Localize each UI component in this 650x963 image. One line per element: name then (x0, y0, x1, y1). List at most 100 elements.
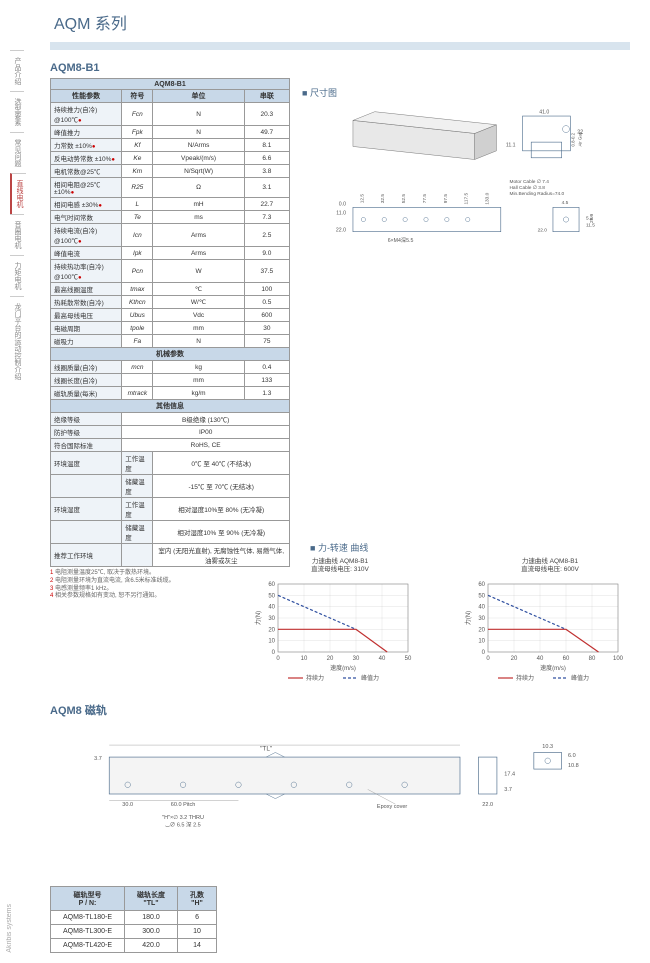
chart-2: 力速曲线 AQM8-B1直流母线电压: 600V 010203040506002… (460, 558, 640, 686)
svg-text:60: 60 (563, 656, 570, 662)
svg-text:峰值力: 峰值力 (571, 674, 589, 682)
svg-text:40: 40 (268, 604, 275, 610)
svg-text:0.0: 0.0 (339, 202, 346, 208)
dim-label: 尺寸图 (302, 86, 630, 99)
svg-text:6.0: 6.0 (568, 753, 576, 759)
track-td: AQM8-TL420-E (51, 938, 125, 952)
svg-text:4.5: 4.5 (562, 200, 569, 206)
spec-table: AQM8-B1性能参数符号单位串联持续推力(自冷) @100℃●FcnN20.3… (50, 78, 290, 567)
sidebar-item[interactable]: 直线电机 (10, 173, 26, 214)
svg-text:41.0: 41.0 (539, 109, 549, 115)
svg-text:持续力: 持续力 (306, 674, 324, 682)
svg-text:速度(m/s): 速度(m/s) (540, 664, 566, 672)
svg-text:22.0: 22.0 (538, 228, 548, 234)
svg-text:6×M4深5.5: 6×M4深5.5 (388, 236, 414, 244)
svg-text:0: 0 (486, 656, 490, 662)
svg-text:100: 100 (613, 656, 624, 662)
svg-text:40: 40 (537, 656, 544, 662)
svg-text:⌴∅ 6.5 深 2.5: ⌴∅ 6.5 深 2.5 (165, 820, 200, 828)
svg-text:10: 10 (268, 638, 275, 644)
svg-text:Motor Cable ∅ 7.4: Motor Cable ∅ 7.4 (509, 179, 549, 185)
svg-text:22.0: 22.0 (482, 802, 493, 808)
svg-text:17.4: 17.4 (504, 771, 515, 777)
chart-1: 力速曲线 AQM8-B1直流母线电压: 310V 010203040506001… (250, 558, 430, 686)
svg-text:速度(m/s): 速度(m/s) (330, 664, 356, 672)
svg-text:Epoxy cover: Epoxy cover (377, 804, 408, 810)
sidebar: 产品介绍选型要素常见问题直线电机音圈电机力矩电机龙门平台的运动控制介绍 (10, 50, 40, 386)
svg-text:97.5: 97.5 (443, 194, 449, 204)
svg-text:10.3: 10.3 (542, 744, 553, 750)
svg-text:"H"×∅ 3.2 THRU: "H"×∅ 3.2 THRU (162, 814, 204, 821)
svg-text:50: 50 (478, 593, 485, 599)
svg-text:52.5: 52.5 (401, 194, 407, 204)
sidebar-item[interactable]: 龙门平台的运动控制介绍 (10, 296, 24, 386)
svg-text:10.8: 10.8 (568, 763, 579, 769)
series-bar (50, 42, 630, 50)
svg-text:77.5: 77.5 (422, 194, 428, 204)
svg-text:Hall Cable ∅ 3.8: Hall Cable ∅ 3.8 (509, 185, 545, 191)
svg-text:30.0: 30.0 (122, 802, 133, 808)
track-td: 6 (178, 910, 217, 924)
svg-text:60.0 Pitch: 60.0 Pitch (171, 802, 196, 808)
svg-text:30: 30 (353, 656, 360, 662)
track-title: AQM8 磁轨 (50, 702, 630, 718)
svg-text:20: 20 (478, 627, 485, 633)
model-title: AQM8-B1 (50, 62, 630, 74)
track-th: 磁轨型号P / N: (51, 886, 125, 910)
svg-text:11.1: 11.1 (506, 142, 516, 148)
sidebar-item[interactable]: 力矩电机 (10, 255, 24, 296)
svg-text:峰值力: 峰值力 (361, 674, 379, 682)
svg-text:22.0: 22.0 (336, 228, 346, 234)
svg-text:"TL": "TL" (260, 745, 273, 752)
svg-text:0: 0 (276, 656, 280, 662)
svg-text:10: 10 (478, 638, 485, 644)
track-td: AQM8-TL180-E (51, 910, 125, 924)
track-td: 420.0 (125, 938, 178, 952)
svg-text:Min.Bending Radius=74.0: Min.Bending Radius=74.0 (509, 191, 564, 197)
svg-text:40: 40 (478, 604, 485, 610)
svg-text:11.0: 11.0 (336, 210, 346, 216)
track-td: 180.0 (125, 910, 178, 924)
svg-text:力(N): 力(N) (464, 611, 472, 625)
svg-text:10: 10 (301, 656, 308, 662)
track-th: 磁轨长度"TL" (125, 886, 178, 910)
track-th: 孔数"H" (178, 886, 217, 910)
track-td: 10 (178, 924, 217, 938)
svg-text:0: 0 (482, 650, 486, 656)
svg-text:12.5: 12.5 (359, 194, 365, 204)
svg-text:持续力: 持续力 (516, 674, 534, 682)
svg-text:20: 20 (268, 627, 275, 633)
track-td: 14 (178, 938, 217, 952)
svg-text:133.0: 133.0 (485, 192, 491, 204)
svg-text:3.7: 3.7 (94, 756, 102, 762)
svg-text:20: 20 (511, 656, 518, 662)
sidebar-item[interactable]: 音圈电机 (10, 214, 24, 255)
svg-text:60: 60 (478, 582, 485, 588)
series-title: AQM 系列 (50, 10, 630, 34)
sidebar-item[interactable]: 产品介绍 (10, 50, 24, 91)
svg-text:Air Gap: Air Gap (578, 131, 583, 146)
track-drawing: 3.7 "TL" 30.0 60.0 Pitch "H"×∅ 3.2 THRU⌴∅ 6.… (50, 734, 630, 854)
svg-text:40: 40 (379, 656, 386, 662)
svg-text:32.5: 32.5 (380, 194, 386, 204)
svg-text:29.9: 29.9 (589, 213, 595, 223)
svg-text:20: 20 (327, 656, 334, 662)
svg-text:力(N): 力(N) (254, 611, 262, 625)
track-table: 磁轨型号P / N:磁轨长度"TL"孔数"H" AQM8-TL180-E180.0… (50, 886, 217, 953)
svg-text:0.8-0.2: 0.8-0.2 (571, 132, 576, 146)
sidebar-item[interactable]: 选型要素 (10, 91, 24, 132)
svg-text:50: 50 (405, 656, 412, 662)
track-td: AQM8-TL300-E (51, 924, 125, 938)
svg-text:117.5: 117.5 (464, 193, 470, 205)
svg-text:3.7: 3.7 (504, 787, 512, 793)
track-td: 300.0 (125, 924, 178, 938)
svg-text:0: 0 (272, 650, 276, 656)
svg-text:50: 50 (268, 593, 275, 599)
svg-text:30: 30 (268, 616, 275, 622)
footer-brand: Akribis systems (6, 904, 13, 953)
svg-text:80: 80 (589, 656, 596, 662)
svg-text:60: 60 (268, 582, 275, 588)
sidebar-item[interactable]: 常见问题 (10, 132, 24, 173)
svg-text:30: 30 (478, 616, 485, 622)
dimension-drawing: 41.02211.10.8-0.2Air Gap12.532.552.577.5… (302, 103, 630, 303)
